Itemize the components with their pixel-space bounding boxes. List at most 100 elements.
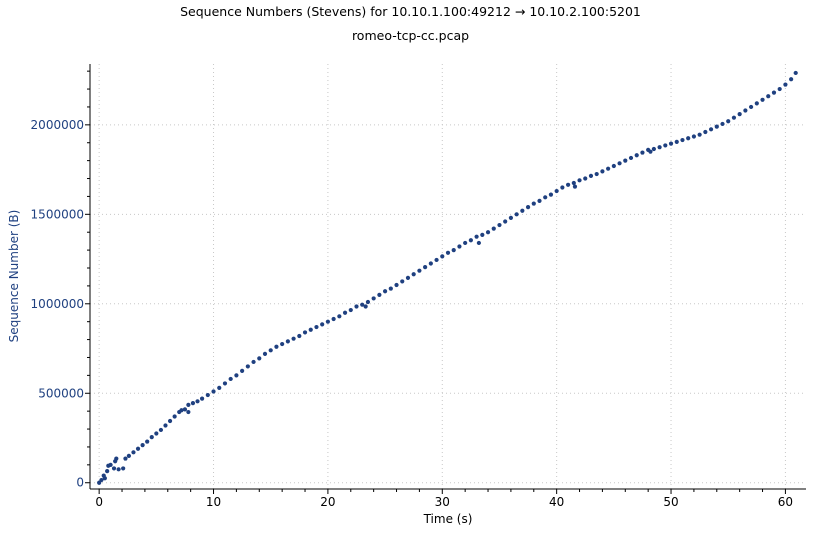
data-point (172, 414, 177, 419)
data-point (382, 289, 388, 294)
data-point (571, 180, 576, 186)
data-point (337, 314, 342, 319)
data-point (468, 238, 473, 243)
data-point (640, 150, 645, 155)
data-point (491, 226, 496, 231)
data-point (186, 402, 191, 407)
data-points (97, 70, 798, 485)
data-point (476, 240, 481, 246)
data-point (731, 115, 737, 120)
data-point (371, 296, 376, 301)
data-point (606, 166, 611, 171)
data-point (789, 77, 794, 82)
data-point (102, 476, 107, 481)
x-tick-label: 0 (95, 495, 103, 509)
data-point (123, 456, 128, 461)
data-point (105, 469, 110, 474)
data-point (771, 90, 777, 95)
data-point (302, 330, 308, 335)
data-point (140, 443, 145, 448)
x-tick-label: 50 (663, 495, 678, 509)
data-point (394, 282, 399, 288)
data-point (634, 153, 639, 158)
data-point (400, 279, 405, 284)
y-tick-label: 2000000 (31, 118, 84, 132)
data-point (163, 423, 168, 428)
data-point (760, 97, 765, 102)
data-point (783, 82, 788, 87)
data-point (726, 119, 731, 124)
data-point (463, 240, 468, 246)
data-point (354, 304, 359, 309)
data-point (111, 466, 117, 471)
data-point (611, 163, 616, 169)
data-point (167, 418, 173, 424)
data-point (251, 359, 256, 365)
x-tick-label: 60 (778, 495, 793, 509)
data-point (531, 201, 536, 206)
data-point (440, 254, 445, 259)
data-point (485, 230, 491, 235)
data-point (565, 182, 571, 187)
data-point (182, 407, 188, 412)
data-point (663, 143, 668, 148)
data-point (680, 137, 685, 143)
ticks: 0 10 20 30 40 50 60 0 500000 1000000 1500000 200000… (31, 70, 793, 509)
data-point (222, 381, 228, 386)
data-point (514, 212, 519, 217)
data-point (240, 368, 245, 373)
data-point (457, 244, 462, 249)
data-point (577, 178, 582, 183)
data-point (474, 234, 479, 239)
data-point (114, 456, 119, 461)
data-point (365, 299, 371, 305)
data-point (434, 257, 439, 263)
data-point (268, 348, 273, 353)
data-point (497, 222, 502, 228)
data-point (131, 450, 136, 455)
grid (90, 64, 806, 489)
data-point (594, 171, 599, 177)
data-point (320, 322, 325, 327)
data-point (342, 310, 348, 315)
data-point (560, 185, 565, 190)
data-point (411, 272, 416, 277)
data-point (623, 158, 628, 163)
x-tick-label: 20 (320, 495, 335, 509)
data-point (348, 307, 353, 313)
y-tick-label: 1500000 (31, 207, 84, 221)
data-point (423, 265, 428, 270)
data-point (257, 356, 262, 361)
data-point (686, 136, 691, 141)
data-point (537, 198, 542, 203)
data-point (691, 134, 697, 139)
data-point (186, 409, 191, 415)
data-point (651, 146, 656, 152)
data-point (503, 219, 508, 224)
data-point (743, 108, 748, 113)
data-point (135, 446, 141, 451)
y-tick-label: 0 (76, 476, 84, 490)
data-point (149, 435, 154, 440)
data-point (445, 250, 451, 255)
data-point (228, 376, 233, 382)
data-point (754, 101, 759, 106)
data-point (583, 176, 588, 181)
axes (89, 64, 806, 490)
data-point (674, 139, 679, 144)
data-point (285, 339, 290, 344)
data-point (703, 129, 708, 135)
data-point (245, 364, 250, 369)
data-point (158, 427, 164, 433)
data-point (116, 467, 121, 472)
data-point (737, 112, 742, 117)
data-point (190, 401, 196, 406)
data-point (617, 161, 622, 166)
y-axis-label: Sequence Number (B) (7, 210, 21, 343)
data-point (428, 261, 433, 266)
data-point (720, 121, 725, 127)
x-tick-label: 40 (549, 495, 564, 509)
data-point (451, 248, 456, 253)
data-point (777, 86, 782, 92)
